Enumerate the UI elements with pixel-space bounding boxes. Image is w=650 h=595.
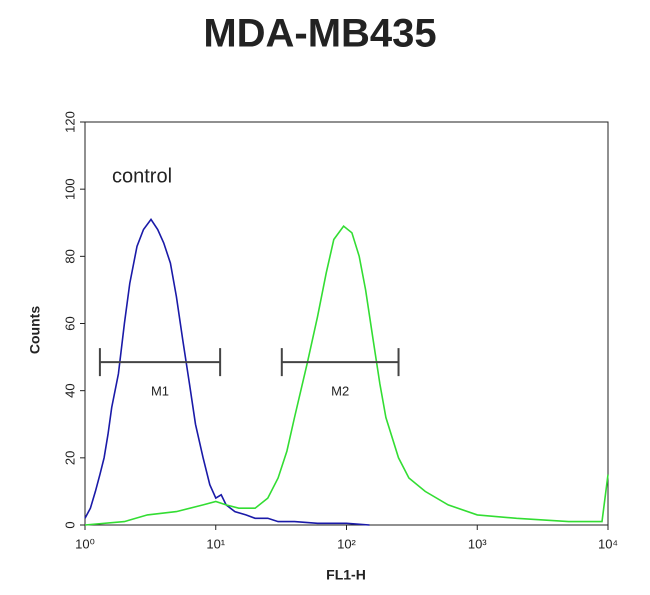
series-line <box>84 218 370 526</box>
chart-title: MDA-MB435 <box>203 12 436 56</box>
y-tick-label: 40 <box>62 383 77 397</box>
marker-label: M1 <box>151 384 169 399</box>
annotation: control <box>112 165 172 187</box>
x-tick-label: 10³ <box>468 536 487 551</box>
y-tick-label: 60 <box>62 316 77 330</box>
x-tick-label: 10¹ <box>206 536 225 551</box>
x-tick-label: 10² <box>337 536 356 551</box>
y-axis-label: Counts <box>27 306 43 354</box>
y-tick-label: 0 <box>62 521 77 528</box>
marker-label: M2 <box>331 384 349 399</box>
y-tick-label: 20 <box>62 451 77 465</box>
y-tick-label: 80 <box>62 249 77 263</box>
y-tick-label: 120 <box>62 111 77 133</box>
x-axis-label: FL1-H <box>326 567 366 583</box>
series-line <box>84 224 609 526</box>
x-tick-label: 10⁴ <box>598 536 618 551</box>
x-tick-label: 10⁰ <box>75 536 95 551</box>
y-tick-label: 100 <box>62 178 77 200</box>
